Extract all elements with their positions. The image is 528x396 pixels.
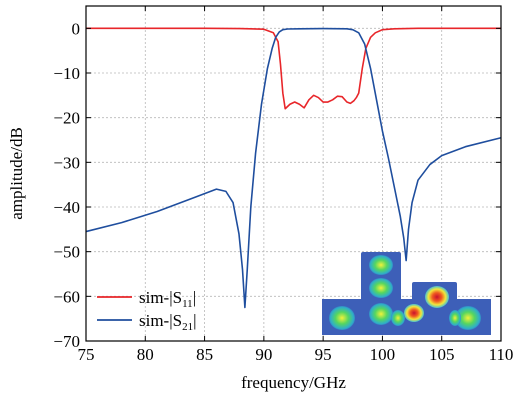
inset-field-lobe bbox=[329, 306, 355, 330]
x-tick-label: 80 bbox=[137, 345, 154, 364]
x-tick-label: 110 bbox=[489, 345, 514, 364]
x-tick-label: 95 bbox=[315, 345, 332, 364]
x-tick-label: 105 bbox=[429, 345, 455, 364]
legend-label-s11: sim-|S11| bbox=[139, 288, 196, 310]
y-axis-label: amplitude/dB bbox=[7, 127, 26, 220]
inset-field-lobe bbox=[425, 286, 449, 308]
y-tick-label: −60 bbox=[53, 287, 80, 306]
x-tick-label: 90 bbox=[255, 345, 272, 364]
inset-field-lobe bbox=[449, 310, 461, 326]
x-tick-label: 100 bbox=[370, 345, 396, 364]
x-axis-label: frequency/GHz bbox=[241, 373, 346, 392]
x-tick-label: 75 bbox=[78, 345, 95, 364]
legend-label-s21: sim-|S21| bbox=[139, 311, 197, 333]
inset-field-lobe bbox=[391, 310, 405, 326]
legend: sim-|S11|sim-|S21| bbox=[97, 288, 197, 333]
y-tick-label: −30 bbox=[53, 153, 80, 172]
y-tick-label: −70 bbox=[53, 332, 80, 351]
y-tick-label: −40 bbox=[53, 198, 80, 217]
inset-field-lobe bbox=[369, 278, 393, 298]
field-distribution-inset bbox=[322, 252, 491, 335]
series-layer bbox=[85, 27, 502, 309]
series-line-s21 bbox=[85, 27, 502, 309]
plot-frame bbox=[85, 5, 502, 342]
inset-field-lobe bbox=[455, 306, 481, 330]
series-line-s11 bbox=[86, 27, 501, 110]
inset-field-lobe bbox=[369, 303, 393, 325]
inset-field-lobe bbox=[404, 304, 424, 322]
inset-field-lobe bbox=[369, 255, 393, 275]
axis-ticks: 75 80 85 90 95 100 105 110 0 −10 −20 −30 −40 −50 −60 −7… bbox=[53, 6, 513, 364]
x-tick-label: 85 bbox=[196, 345, 213, 364]
y-tick-label: −20 bbox=[53, 109, 80, 128]
y-tick-label: −10 bbox=[53, 64, 80, 83]
y-tick-label: 0 bbox=[72, 19, 81, 38]
y-tick-label: −50 bbox=[53, 243, 80, 262]
